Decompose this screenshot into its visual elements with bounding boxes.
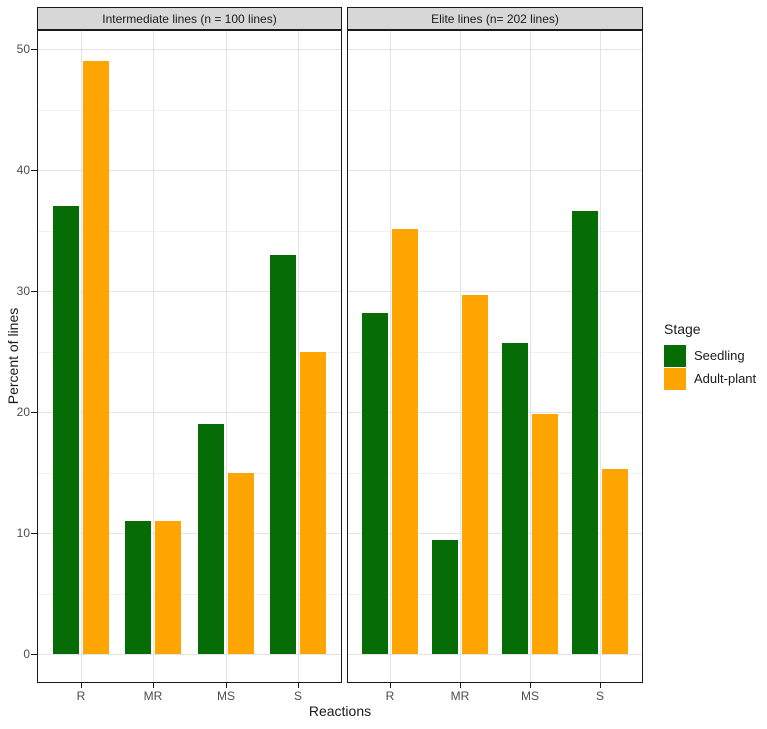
seedling-color-swatch xyxy=(664,344,686,367)
category-gridline xyxy=(298,31,299,682)
minor-gridline xyxy=(38,351,341,353)
bar-seedling-ms xyxy=(502,343,528,654)
y-tick-label: 20 xyxy=(16,405,30,419)
x-tick-mark xyxy=(81,683,82,688)
x-tick-mark xyxy=(298,683,299,688)
major-gridline xyxy=(38,49,341,50)
x-axis: R MR MS S xyxy=(37,683,342,707)
major-gridline xyxy=(38,533,341,534)
x-tick-mark xyxy=(530,683,531,688)
x-tick-label: S xyxy=(595,689,604,703)
x-tick-label: MR xyxy=(450,689,470,703)
x-tick-label: R xyxy=(76,689,86,703)
bar-adult-plant-s xyxy=(602,468,628,654)
plot-panel xyxy=(37,30,342,683)
y-tick-mark xyxy=(31,49,37,50)
major-gridline xyxy=(348,170,642,171)
category-gridline xyxy=(600,31,601,682)
facet-strip: Intermediate lines (n = 100 lines) xyxy=(37,7,342,30)
major-gridline xyxy=(38,170,341,171)
x-tick-label: S xyxy=(293,689,302,703)
bar-seedling-s xyxy=(270,254,296,654)
x-tick-label: R xyxy=(385,689,395,703)
category-gridline xyxy=(81,31,82,682)
x-tick-mark xyxy=(460,683,461,688)
legend-item-adult-plant: Adult-plant xyxy=(664,367,756,390)
category-gridline xyxy=(153,31,154,682)
adult-plant-color-swatch xyxy=(664,367,686,390)
minor-gridline xyxy=(348,351,642,353)
minor-gridline xyxy=(348,472,642,474)
bar-seedling-r xyxy=(362,312,388,654)
category-gridline xyxy=(460,31,461,682)
x-tick-mark xyxy=(153,683,154,688)
category-gridline xyxy=(226,31,227,682)
facet-strip-title: Elite lines (n= 202 lines) xyxy=(431,11,559,26)
minor-gridline xyxy=(38,109,341,111)
major-gridline xyxy=(38,412,341,413)
facet-strip-title: Intermediate lines (n = 100 lines) xyxy=(102,11,277,26)
y-tick-mark xyxy=(31,170,37,171)
bar-adult-plant-r xyxy=(392,229,418,654)
major-gridline xyxy=(348,412,642,413)
facet-strip: Elite lines (n= 202 lines) xyxy=(347,7,643,30)
x-tick-label: MR xyxy=(143,689,163,703)
minor-gridline xyxy=(38,593,341,595)
x-tick-label: MS xyxy=(217,689,235,703)
bar-adult-plant-mr xyxy=(462,294,488,654)
x-axis-title: Reactions xyxy=(308,703,372,719)
bar-seedling-r xyxy=(53,206,79,654)
bar-seedling-s xyxy=(572,211,598,654)
y-tick-label: 30 xyxy=(16,284,30,298)
bar-adult-plant-s xyxy=(300,351,326,654)
y-tick-mark xyxy=(31,533,37,534)
facet-intermediate-lines: Intermediate lines (n = 100 lines) R MR MS… xyxy=(37,7,342,707)
y-axis: 0 10 20 30 40 50 xyxy=(0,30,37,683)
major-gridline xyxy=(348,291,642,292)
x-tick-mark xyxy=(390,683,391,688)
bar-adult-plant-ms xyxy=(228,472,254,654)
legend-item-seedling: Seedling xyxy=(664,344,756,367)
legend-title: Stage xyxy=(664,321,701,337)
major-gridline xyxy=(348,654,642,655)
x-tick-label: MS xyxy=(521,689,539,703)
category-gridline xyxy=(390,31,391,682)
x-axis: R MR MS S xyxy=(347,683,643,707)
bar-seedling-mr xyxy=(432,540,458,654)
x-tick-mark xyxy=(226,683,227,688)
y-tick-mark xyxy=(31,654,37,655)
minor-gridline xyxy=(348,230,642,232)
bar-adult-plant-ms xyxy=(532,414,558,654)
bar-seedling-ms xyxy=(198,424,224,654)
minor-gridline xyxy=(38,230,341,232)
x-tick-mark xyxy=(600,683,601,688)
y-tick-label: 40 xyxy=(16,163,30,177)
legend-label-adult-plant: Adult-plant xyxy=(694,371,757,386)
bar-adult-plant-r xyxy=(83,61,109,654)
major-gridline xyxy=(38,654,341,655)
y-tick-mark xyxy=(31,412,37,413)
plot-panel xyxy=(347,30,643,683)
y-tick-label: 50 xyxy=(16,42,30,56)
legend: Stage Seedling Adult-plant xyxy=(664,321,756,390)
minor-gridline xyxy=(348,593,642,595)
major-gridline xyxy=(348,49,642,50)
major-gridline xyxy=(348,533,642,534)
bar-adult-plant-mr xyxy=(155,520,181,654)
major-gridline xyxy=(38,291,341,292)
minor-gridline xyxy=(38,472,341,474)
y-tick-mark xyxy=(31,291,37,292)
minor-gridline xyxy=(348,109,642,111)
facet-elite-lines: Elite lines (n= 202 lines) R MR MS S xyxy=(347,7,643,707)
y-tick-label: 10 xyxy=(16,526,30,540)
category-gridline xyxy=(530,31,531,682)
y-tick-label: 0 xyxy=(23,647,30,661)
legend-label-seedling: Seedling xyxy=(694,348,745,363)
bar-seedling-mr xyxy=(125,520,151,654)
